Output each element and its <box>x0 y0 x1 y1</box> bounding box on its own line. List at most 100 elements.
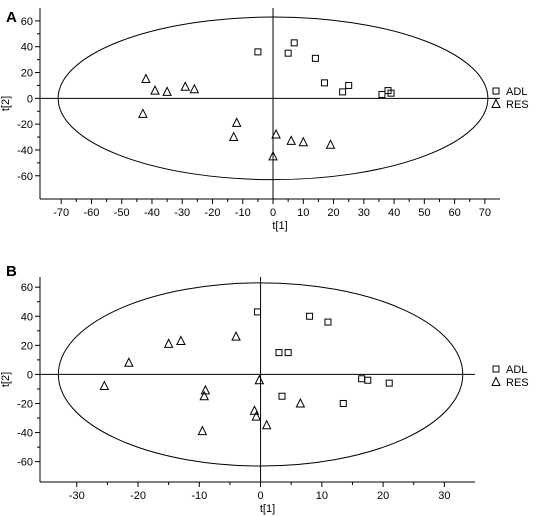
x-tick-label: -20 <box>205 207 221 219</box>
y-axis-label: t[2] <box>0 96 12 111</box>
x-tick-label: -40 <box>144 207 160 219</box>
x-axis-label: t[1] <box>260 503 275 515</box>
adl-point <box>339 88 347 96</box>
res-point <box>124 357 134 367</box>
legend-adl-label: ADL <box>506 86 527 98</box>
res-point <box>176 335 186 345</box>
x-tick-label: -30 <box>69 490 85 502</box>
adl-point <box>385 379 393 387</box>
y-tick-label: 0 <box>27 369 33 381</box>
x-tick-label: 10 <box>297 207 309 219</box>
res-point <box>197 425 208 436</box>
res-point <box>271 128 281 139</box>
res-point <box>231 117 242 127</box>
panel-letter: A <box>6 9 17 26</box>
x-tick-label: -20 <box>130 490 146 502</box>
y-tick-label: 40 <box>21 311 33 323</box>
x-tick-label: 20 <box>377 490 389 502</box>
x-tick-label: 0 <box>270 207 276 219</box>
res-point <box>189 83 200 94</box>
adl-point <box>378 90 386 98</box>
legend-res-label: RES <box>506 377 529 389</box>
adl-point <box>306 312 314 320</box>
adl-point <box>339 399 347 407</box>
y-tick-label: -20 <box>17 119 33 131</box>
y-tick-label: -60 <box>17 171 33 183</box>
x-tick-label: -30 <box>174 207 190 219</box>
res-point <box>141 73 151 83</box>
adl-point <box>278 392 286 400</box>
legend-adl-marker <box>492 365 500 373</box>
adl-point <box>324 318 332 326</box>
res-point <box>150 84 160 95</box>
y-tick-label: -40 <box>17 428 33 440</box>
x-tick-label: 20 <box>327 207 339 219</box>
adl-point <box>387 89 395 97</box>
y-tick-label: 20 <box>21 68 33 80</box>
x-tick-label: -10 <box>191 490 207 502</box>
confidence-ellipse <box>57 282 464 467</box>
confidence-ellipse <box>57 16 489 181</box>
res-point <box>286 135 296 145</box>
y-tick-label: 60 <box>21 16 33 28</box>
adl-point <box>345 81 353 89</box>
res-point <box>325 139 336 149</box>
adl-point <box>284 349 292 357</box>
res-point <box>180 81 191 91</box>
res-point <box>231 330 241 341</box>
res-point <box>254 374 265 385</box>
y-tick-label: 0 <box>27 93 33 105</box>
x-tick-label: 50 <box>418 207 430 219</box>
res-point <box>200 384 211 395</box>
panel-letter: B <box>6 263 17 280</box>
res-point <box>249 405 260 415</box>
res-point <box>162 86 172 96</box>
y-tick-label: 20 <box>21 340 33 352</box>
x-tick-label: 10 <box>316 490 328 502</box>
adl-point <box>290 39 298 47</box>
x-tick-label: -50 <box>114 207 130 219</box>
x-tick-label: -70 <box>53 207 69 219</box>
y-tick-label: -40 <box>17 145 33 157</box>
res-point <box>295 397 306 408</box>
res-point <box>99 380 110 391</box>
x-tick-label: -60 <box>83 207 99 219</box>
y-axis-label: t[2] <box>0 372 12 387</box>
res-point <box>228 131 239 142</box>
y-tick-label: -60 <box>17 457 33 469</box>
adl-point <box>364 376 372 384</box>
adl-point <box>254 48 262 56</box>
res-point <box>261 419 272 430</box>
x-tick-label: 60 <box>448 207 460 219</box>
adl-point <box>284 49 292 57</box>
adl-point <box>275 349 283 357</box>
x-tick-label: 30 <box>358 207 370 219</box>
adl-point <box>358 375 366 383</box>
legend-adl-label: ADL <box>506 364 527 376</box>
legend-adl-marker <box>492 87 500 95</box>
res-point <box>251 410 262 421</box>
panel-B: B -30 -20 -10 0 10 20 30 -60 -40 -20 0 20 40 60 t[1] t[2… <box>0 263 529 515</box>
x-tick-label: 0 <box>258 490 264 502</box>
legend-res-marker <box>491 376 501 386</box>
x-tick-label: -10 <box>235 207 251 219</box>
y-tick-label: -20 <box>17 398 33 410</box>
res-point <box>199 390 210 401</box>
res-point <box>163 338 174 348</box>
res-point <box>268 150 278 161</box>
x-tick-label: 30 <box>438 490 450 502</box>
res-point <box>138 108 148 118</box>
res-point <box>298 136 309 147</box>
adl-point <box>320 79 328 87</box>
y-tick-label: 60 <box>21 282 33 294</box>
y-tick-label: 40 <box>21 42 33 54</box>
adl-point <box>254 308 261 316</box>
adl-point <box>311 54 319 62</box>
legend-res-label: RES <box>506 99 529 111</box>
panel-A: A -70 -60 -50 -40 -30 -20 -10 0 10 20 30 40 50 60 70 -60… <box>0 8 529 232</box>
x-axis-label: t[1] <box>272 220 287 232</box>
x-tick-label: 70 <box>479 207 491 219</box>
legend-res-marker <box>491 98 501 108</box>
x-tick-label: 40 <box>388 207 400 219</box>
